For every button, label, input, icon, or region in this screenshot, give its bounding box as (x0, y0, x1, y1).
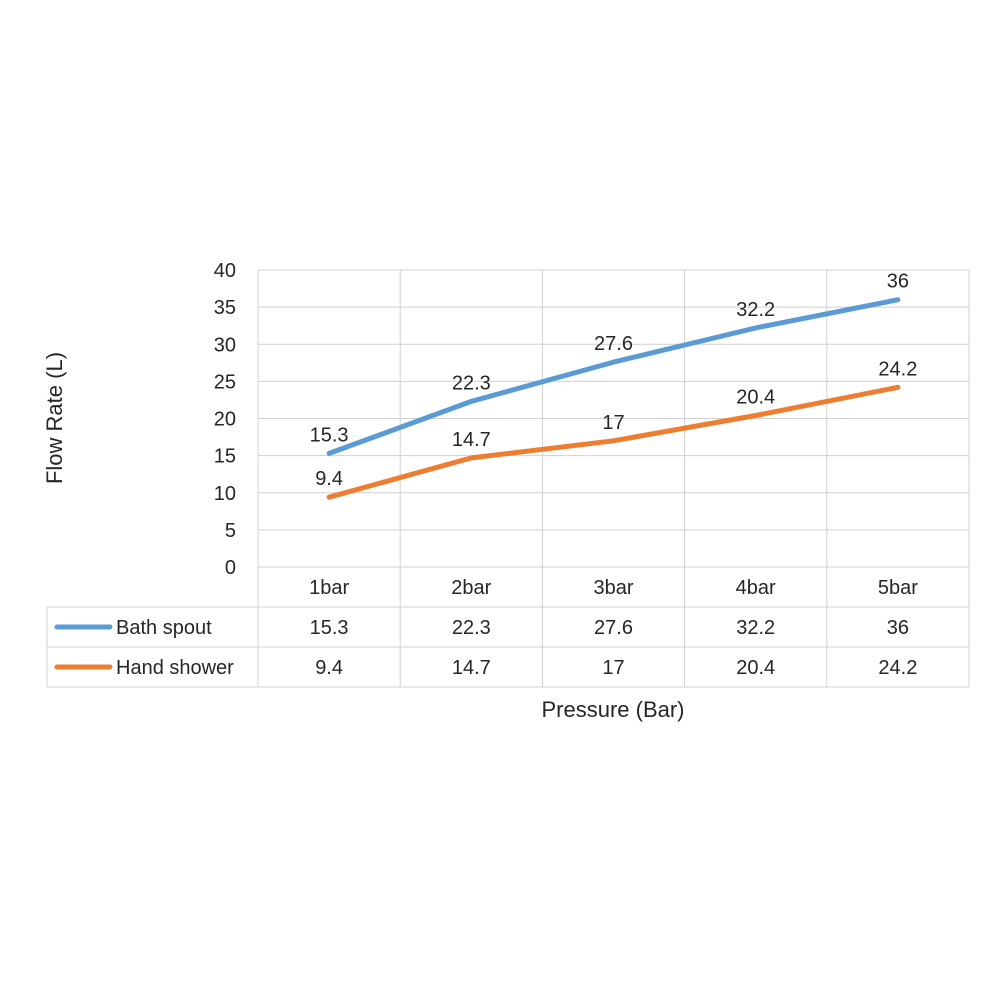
y-tick-label: 40 (214, 260, 236, 282)
y-tick-label: 30 (214, 334, 236, 356)
grid (257, 269, 970, 687)
table-cell: 17 (602, 657, 624, 679)
table-cell: 22.3 (452, 617, 491, 639)
y-tick-label: 35 (214, 297, 236, 319)
legend-label: Hand shower (116, 657, 234, 679)
data-label: 32.2 (736, 299, 775, 321)
table-cell: 15.3 (310, 617, 349, 639)
data-label: 27.6 (594, 333, 633, 355)
x-tick-label: 1bar (309, 577, 349, 599)
data-label: 9.4 (315, 468, 343, 490)
x-tick-label: 2bar (451, 577, 491, 599)
data-label: 17 (602, 412, 624, 434)
x-tick-label: 5bar (878, 577, 918, 599)
table-cell: 36 (887, 617, 909, 639)
series-lines (326, 297, 901, 500)
x-axis-title: Pressure (Bar) (541, 697, 684, 722)
table-cell: 14.7 (452, 657, 491, 679)
x-tick-label: 4bar (736, 577, 776, 599)
table-cell: 9.4 (315, 657, 343, 679)
table-cell: 32.2 (736, 617, 775, 639)
table-cell: 27.6 (594, 617, 633, 639)
data-label: 15.3 (310, 424, 349, 446)
y-tick-label: 20 (214, 409, 236, 431)
y-tick-label: 25 (214, 371, 236, 393)
data-label: 22.3 (452, 372, 491, 394)
data-label: 24.2 (878, 358, 917, 380)
series-line (326, 384, 901, 500)
x-tick-label: 3bar (593, 577, 633, 599)
data-table: 1bar 2bar 3bar 4bar 5bar Bath spout 15.3 22.3 27… (46, 577, 969, 688)
data-label: 20.4 (736, 387, 775, 409)
y-axis-title: Flow Rate (L) (42, 352, 67, 484)
y-axis-ticks: 0 5 10 15 20 25 30 35 40 (214, 260, 236, 579)
y-tick-label: 5 (225, 520, 236, 542)
data-label: 14.7 (452, 429, 491, 451)
table-cell: 20.4 (736, 657, 775, 679)
y-tick-label: 15 (214, 446, 236, 468)
data-label: 36 (887, 271, 909, 293)
series-line (326, 297, 901, 456)
y-tick-label: 10 (214, 483, 236, 505)
data-labels: 15.3 22.3 27.6 32.2 36 9.4 14.7 17 20.4 24.2 (310, 271, 918, 491)
y-tick-label: 0 (225, 557, 236, 579)
legend-label: Bath spout (116, 617, 212, 639)
table-cell: 24.2 (878, 657, 917, 679)
